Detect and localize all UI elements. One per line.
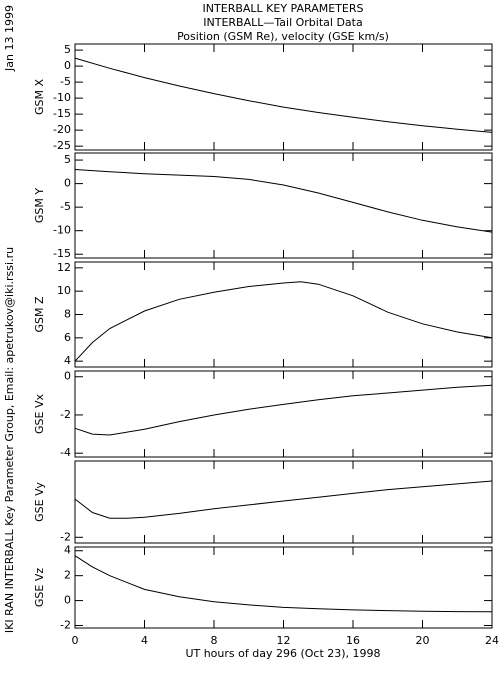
side-date: Jan 13 1999 (3, 5, 16, 72)
y-tick-label: 0 (64, 177, 71, 190)
x-axis-label: UT hours of day 296 (Oct 23), 1998 (185, 647, 380, 660)
y-tick-label: -5 (60, 75, 71, 88)
panel-frame (74, 546, 493, 629)
y-tick-label: 6 (64, 331, 71, 344)
y-tick-label: 8 (64, 308, 71, 321)
x-tick-label: 8 (211, 634, 218, 647)
data-line (74, 555, 493, 613)
y-tick-label: -15 (53, 247, 71, 260)
y-tick-label: -5 (60, 200, 71, 213)
y-tick-label: -4 (60, 446, 71, 459)
x-tick-label: 12 (277, 634, 291, 647)
data-line (74, 169, 493, 233)
y-axis-label: GSE Vy (33, 482, 46, 522)
x-tick-label: 4 (141, 634, 148, 647)
title-line: INTERBALL—Tail Orbital Data (203, 16, 362, 29)
y-tick-label: 5 (64, 43, 71, 56)
x-tick-label: 0 (72, 634, 79, 647)
y-axis-label: GSE Vx (33, 394, 46, 434)
y-axis-label: GSM Z (33, 296, 46, 332)
y-tick-label: 2 (64, 569, 71, 582)
y-tick-label: 0 (64, 594, 71, 607)
y-tick-label: -2 (60, 408, 71, 421)
panel-frame (74, 152, 493, 259)
y-tick-label: 12 (57, 261, 71, 274)
y-tick-label: 0 (64, 59, 71, 72)
x-tick-label: 16 (346, 634, 360, 647)
panel-frame (74, 43, 493, 151)
y-tick-label: -25 (53, 139, 71, 152)
side-credit: IKI RAN INTERBALL Key Parameter Group, E… (3, 247, 16, 633)
data-line (74, 57, 493, 133)
panel-frame (74, 460, 493, 544)
y-tick-label: 0 (64, 370, 71, 383)
data-line (74, 480, 493, 519)
y-tick-label: -10 (53, 91, 71, 104)
x-tick-label: 24 (485, 634, 499, 647)
data-line (74, 384, 493, 436)
y-tick-label: 4 (64, 354, 71, 367)
y-tick-label: -2 (60, 530, 71, 543)
y-axis-label: GSM Y (33, 188, 46, 223)
data-line (74, 281, 493, 362)
panel-frame (74, 370, 493, 458)
y-tick-label: -2 (60, 619, 71, 632)
title-line: INTERBALL KEY PARAMETERS (203, 2, 364, 15)
y-axis-label: GSE Vz (33, 568, 46, 607)
title-line: Position (GSM Re), velocity (GSE km/s) (177, 30, 389, 43)
y-tick-label: -20 (53, 123, 71, 136)
y-tick-label: 5 (64, 153, 71, 166)
x-tick-label: 20 (416, 634, 430, 647)
y-axis-label: GSM X (33, 79, 46, 115)
y-tick-label: -15 (53, 107, 71, 120)
y-tick-label: 10 (57, 284, 71, 297)
y-tick-label: -10 (53, 224, 71, 237)
y-tick-label: 4 (64, 544, 71, 557)
